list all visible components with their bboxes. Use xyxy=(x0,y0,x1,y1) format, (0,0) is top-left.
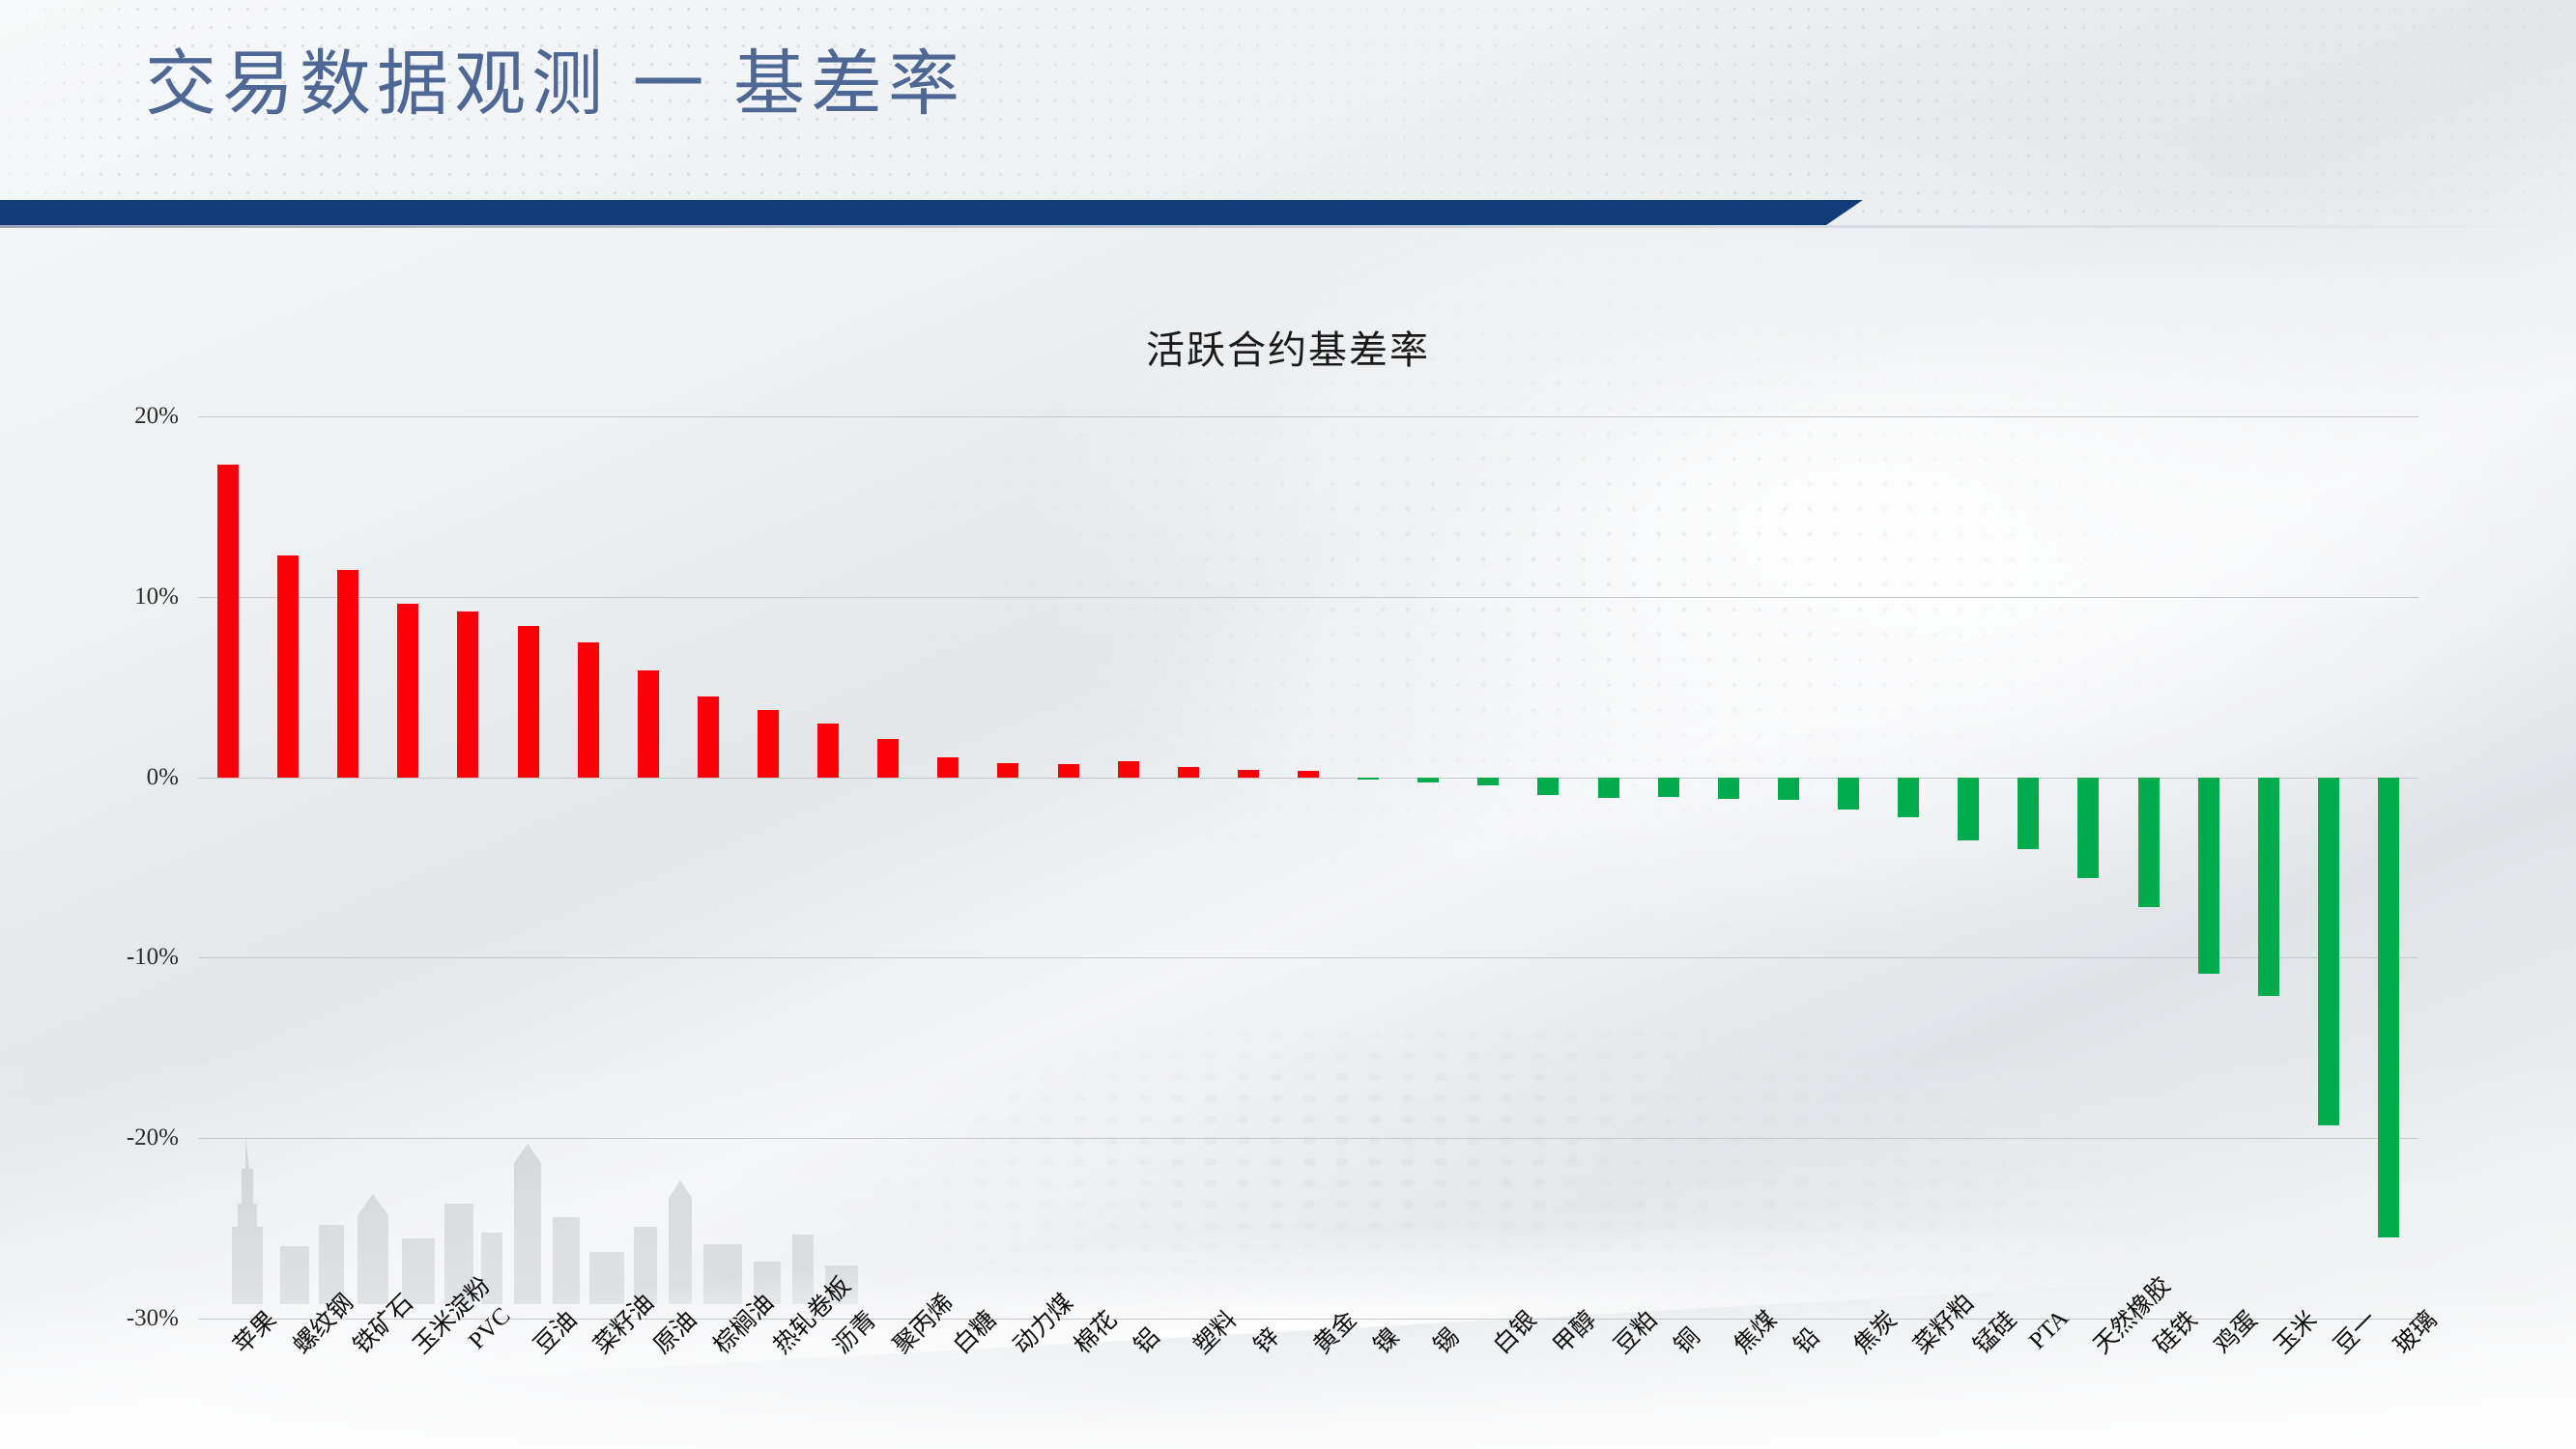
title-underline-bar xyxy=(0,200,1863,225)
x-axis-tick-label: 玉米 xyxy=(2269,1306,2323,1360)
chart-plot-area: 20% 10% 0% -10% -20% -30% 苹果 螺纹钢 铁矿石 玉米淀粉 PVC 豆油 菜籽油… xyxy=(127,403,2443,1359)
x-axis-tick-label: 鸡蛋 xyxy=(2209,1306,2263,1360)
chart-bar[interactable] xyxy=(217,465,240,778)
y-axis-tick-label: 0% xyxy=(146,763,179,790)
chart-bar[interactable] xyxy=(1477,777,1500,785)
x-axis-tick-label: 聚丙烯 xyxy=(889,1289,959,1360)
x-axis-tick-label: 焦炭 xyxy=(1848,1306,1903,1360)
chart-gridline xyxy=(198,777,2419,779)
chart-bar[interactable] xyxy=(2257,777,2279,996)
y-axis-tick-label: -10% xyxy=(126,944,179,971)
chart-bar[interactable] xyxy=(1717,777,1739,799)
chart-bar[interactable] xyxy=(1898,777,1920,817)
chart-bar[interactable] xyxy=(2377,777,2399,1237)
chart-bar[interactable] xyxy=(1117,760,1139,778)
x-axis-tick-label: 豆油 xyxy=(529,1306,583,1360)
x-axis-tick-label: 白银 xyxy=(1489,1306,1542,1360)
x-axis-tick-label: 黄金 xyxy=(1308,1306,1362,1360)
x-axis-tick-label: 塑料 xyxy=(1188,1306,1243,1360)
x-axis-tick-label: 镍 xyxy=(1369,1323,1405,1360)
chart-bar[interactable] xyxy=(1417,777,1440,783)
x-axis-tick-label: 螺纹钢 xyxy=(289,1289,359,1360)
chart-gridline xyxy=(198,957,2419,959)
chart-bar[interactable] xyxy=(637,670,659,778)
chart-bar[interactable] xyxy=(277,554,300,778)
chart-bar[interactable] xyxy=(1958,777,1980,840)
page-title: 交易数据观测 一 基差率 xyxy=(145,45,965,125)
title-underline-hairline xyxy=(0,225,2576,228)
chart-bar[interactable] xyxy=(877,739,900,778)
x-axis-tick-label: 铜 xyxy=(1669,1323,1705,1360)
x-axis-tick-label: 锡 xyxy=(1429,1323,1465,1360)
chart-bar[interactable] xyxy=(2197,777,2219,975)
x-axis-tick-label: 豆粕 xyxy=(1609,1306,1662,1360)
chart-bar[interactable] xyxy=(1057,763,1079,778)
chart-bar[interactable] xyxy=(397,604,419,778)
chart-gridline xyxy=(198,1138,2419,1140)
x-axis-tick-label: 铁矿石 xyxy=(349,1289,419,1360)
chart-bar[interactable] xyxy=(337,569,359,778)
x-axis-tick-label: 焦煤 xyxy=(1729,1306,1783,1360)
x-axis-tick-label: PTA xyxy=(2024,1305,2075,1355)
chart-bar[interactable] xyxy=(1597,777,1619,799)
chart-gridline xyxy=(198,1319,2419,1320)
dotted-map-decoration-secondary xyxy=(918,145,2576,879)
x-axis-tick-label: 甲醇 xyxy=(1549,1306,1602,1360)
x-axis-tick-label: 动力煤 xyxy=(1009,1289,1079,1360)
chart-bar[interactable] xyxy=(1777,777,1799,800)
x-axis-tick-label: 苹果 xyxy=(228,1306,282,1360)
y-axis-tick-label: -30% xyxy=(126,1305,179,1331)
chart-bar[interactable] xyxy=(1657,777,1679,798)
x-axis-tick-label: 棕榈油 xyxy=(708,1289,779,1360)
x-axis-tick-label: 菜籽油 xyxy=(588,1289,659,1360)
x-axis-tick-label: 锌 xyxy=(1248,1323,1285,1360)
chart-bar[interactable] xyxy=(758,710,780,778)
chart-bar[interactable] xyxy=(2317,777,2339,1126)
dotted-map-decoration xyxy=(0,0,2576,224)
chart-bar[interactable] xyxy=(2077,777,2100,879)
chart-bar[interactable] xyxy=(1298,771,1319,778)
chart-bar[interactable] xyxy=(2018,777,2040,850)
x-axis-tick-label: 菜籽粕 xyxy=(1909,1289,1980,1360)
chart-bar[interactable] xyxy=(2137,777,2160,908)
x-axis-tick-label: 玻璃 xyxy=(2389,1306,2443,1360)
x-axis-tick-label: 铝 xyxy=(1129,1323,1165,1360)
chart-title: 活跃合约基差率 xyxy=(1146,328,1430,372)
x-axis-tick-label: 铅 xyxy=(1789,1323,1825,1360)
chart-bar[interactable] xyxy=(1237,770,1259,778)
chart-bar[interactable] xyxy=(697,696,719,778)
x-axis-tick-label: 豆一 xyxy=(2329,1306,2383,1360)
chart-bar[interactable] xyxy=(997,762,1019,778)
chart-gridline xyxy=(198,416,2419,417)
y-axis-tick-label: -20% xyxy=(126,1124,179,1151)
chart-bar[interactable] xyxy=(1177,767,1199,778)
chart-container: 活跃合约基差率 20% 10% 0% -10% -20% -30% 苹果 螺纹钢 铁矿石 玉米淀粉… xyxy=(0,242,2576,1449)
chart-bar[interactable] xyxy=(817,723,840,778)
chart-bar[interactable] xyxy=(937,757,959,778)
chart-bar[interactable] xyxy=(577,641,599,778)
chart-gridline xyxy=(198,596,2419,598)
chart-bar[interactable] xyxy=(457,611,479,778)
y-axis-tick-label: 20% xyxy=(134,403,179,429)
chart-bar[interactable] xyxy=(1837,777,1859,810)
chart-bar[interactable] xyxy=(1358,777,1380,781)
y-axis-tick-label: 10% xyxy=(134,582,179,610)
chart-bar[interactable] xyxy=(517,625,539,778)
chart-bar[interactable] xyxy=(1537,777,1560,796)
